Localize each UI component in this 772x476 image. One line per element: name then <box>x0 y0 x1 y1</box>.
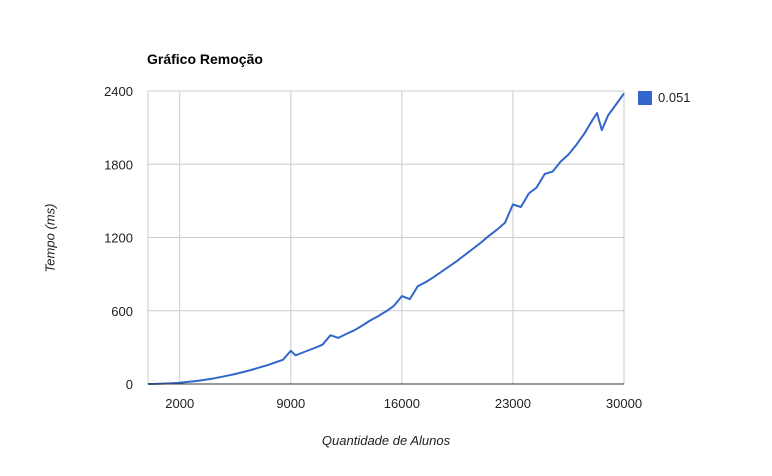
y-tick-label: 1200 <box>104 231 133 246</box>
series-lines <box>147 92 625 385</box>
y-tick-label: 1800 <box>104 157 133 172</box>
legend-swatch <box>638 90 652 105</box>
x-axis-ticks: 2000 9000 16000 23000 30000 <box>165 396 642 411</box>
grid-lines <box>147 90 625 384</box>
legend-label: 0.051 <box>658 90 691 105</box>
y-tick-label: 600 <box>111 304 133 319</box>
legend[interactable]: 0.051 <box>638 90 691 105</box>
series-line <box>147 92 625 385</box>
x-tick-label: 2000 <box>165 396 194 411</box>
x-axis-title: Quantidade de Alunos <box>321 433 451 448</box>
y-tick-label: 2400 <box>104 84 133 99</box>
x-tick-label: 23000 <box>495 396 531 411</box>
y-tick-label: 0 <box>126 377 133 392</box>
y-axis-ticks: 0 600 1200 1800 2400 <box>104 84 133 392</box>
x-tick-label: 9000 <box>276 396 305 411</box>
x-tick-label: 30000 <box>606 396 642 411</box>
chart-title: Gráfico Remoção <box>147 51 263 67</box>
y-axis-title: Tempo (ms) <box>42 203 58 273</box>
x-tick-label: 16000 <box>384 396 420 411</box>
